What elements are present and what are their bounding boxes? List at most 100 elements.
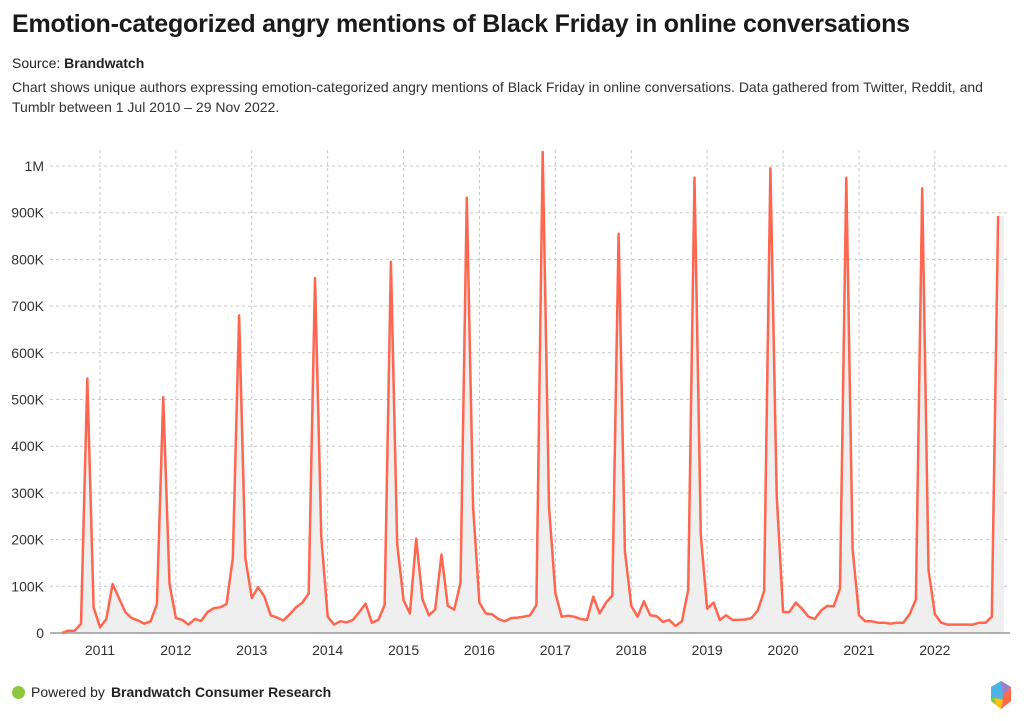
data-point[interactable] [717, 617, 723, 623]
data-point[interactable] [91, 604, 97, 610]
data-point[interactable] [881, 620, 887, 626]
data-point[interactable] [704, 606, 710, 612]
data-point[interactable] [831, 603, 837, 609]
data-point[interactable] [679, 618, 685, 624]
data-point[interactable] [780, 609, 786, 615]
data-point[interactable] [198, 618, 204, 624]
data-point[interactable] [590, 594, 596, 600]
data-point[interactable] [673, 623, 679, 629]
data-point[interactable] [363, 601, 369, 607]
data-point[interactable] [609, 593, 615, 599]
data-point[interactable] [907, 611, 913, 617]
data-point[interactable] [439, 552, 445, 558]
data-point[interactable] [793, 600, 799, 606]
data-point[interactable] [584, 617, 590, 623]
data-point[interactable] [963, 622, 969, 628]
data-point[interactable] [280, 617, 286, 623]
data-point[interactable] [388, 259, 394, 265]
data-point[interactable] [135, 617, 141, 623]
data-point[interactable] [154, 601, 160, 607]
data-point[interactable] [736, 617, 742, 623]
data-point[interactable] [767, 165, 773, 171]
data-point[interactable] [628, 603, 634, 609]
data-point[interactable] [565, 613, 571, 619]
data-point[interactable] [103, 616, 109, 622]
data-point[interactable] [641, 598, 647, 604]
data-point[interactable] [413, 536, 419, 542]
data-point[interactable] [375, 617, 381, 623]
data-point[interactable] [457, 580, 463, 586]
data-point[interactable] [350, 617, 356, 623]
data-point[interactable] [862, 618, 868, 624]
data-point[interactable] [204, 609, 210, 615]
data-point[interactable] [217, 604, 223, 610]
data-point[interactable] [976, 620, 982, 626]
data-point[interactable] [742, 616, 748, 622]
data-point[interactable] [926, 567, 932, 573]
data-point[interactable] [420, 596, 426, 602]
data-point[interactable] [616, 231, 622, 237]
data-point[interactable] [312, 275, 318, 281]
data-point[interactable] [274, 615, 280, 621]
data-point[interactable] [464, 195, 470, 201]
data-point[interactable] [59, 630, 65, 636]
data-point[interactable] [356, 609, 362, 615]
data-point[interactable] [489, 611, 495, 617]
data-point[interactable] [786, 609, 792, 615]
data-point[interactable] [476, 600, 482, 606]
data-point[interactable] [394, 541, 400, 547]
data-point[interactable] [78, 621, 84, 627]
data-point[interactable] [799, 606, 805, 612]
data-point[interactable] [533, 602, 539, 608]
data-point[interactable] [223, 601, 229, 607]
data-point[interactable] [344, 619, 350, 625]
data-point[interactable] [249, 595, 255, 601]
data-point[interactable] [167, 581, 173, 587]
data-point[interactable] [982, 620, 988, 626]
data-point[interactable] [843, 175, 849, 181]
data-point[interactable] [660, 619, 666, 625]
data-point[interactable] [331, 622, 337, 628]
data-point[interactable] [521, 614, 527, 620]
data-point[interactable] [932, 611, 938, 617]
data-point[interactable] [508, 615, 514, 621]
data-point[interactable] [774, 492, 780, 498]
data-point[interactable] [571, 614, 577, 620]
data-point[interactable] [888, 621, 894, 627]
data-point[interactable] [445, 603, 451, 609]
data-point[interactable] [84, 375, 90, 381]
data-point[interactable] [483, 610, 489, 616]
data-point[interactable] [160, 394, 166, 400]
data-point[interactable] [761, 588, 767, 594]
data-point[interactable] [236, 312, 242, 318]
data-point[interactable] [514, 615, 520, 621]
data-point[interactable] [470, 504, 476, 510]
data-point[interactable] [989, 614, 995, 620]
data-point[interactable] [635, 614, 641, 620]
data-point[interactable] [268, 612, 274, 618]
data-point[interactable] [110, 581, 116, 587]
data-point[interactable] [805, 614, 811, 620]
data-point[interactable] [729, 617, 735, 623]
data-point[interactable] [148, 618, 154, 624]
data-point[interactable] [211, 605, 217, 611]
data-point[interactable] [369, 620, 375, 626]
data-point[interactable] [951, 622, 957, 628]
data-point[interactable] [97, 624, 103, 630]
data-point[interactable] [970, 622, 976, 628]
data-point[interactable] [919, 185, 925, 191]
data-point[interactable] [824, 603, 830, 609]
data-point[interactable] [698, 532, 704, 538]
data-point[interactable] [894, 620, 900, 626]
data-point[interactable] [666, 617, 672, 623]
data-point[interactable] [692, 175, 698, 181]
data-point[interactable] [597, 610, 603, 616]
data-point[interactable] [837, 586, 843, 592]
data-point[interactable] [913, 596, 919, 602]
data-point[interactable] [546, 504, 552, 510]
data-point[interactable] [723, 612, 729, 618]
data-point[interactable] [65, 628, 71, 634]
data-point[interactable] [173, 615, 179, 621]
data-point[interactable] [527, 612, 533, 618]
data-point[interactable] [900, 620, 906, 626]
